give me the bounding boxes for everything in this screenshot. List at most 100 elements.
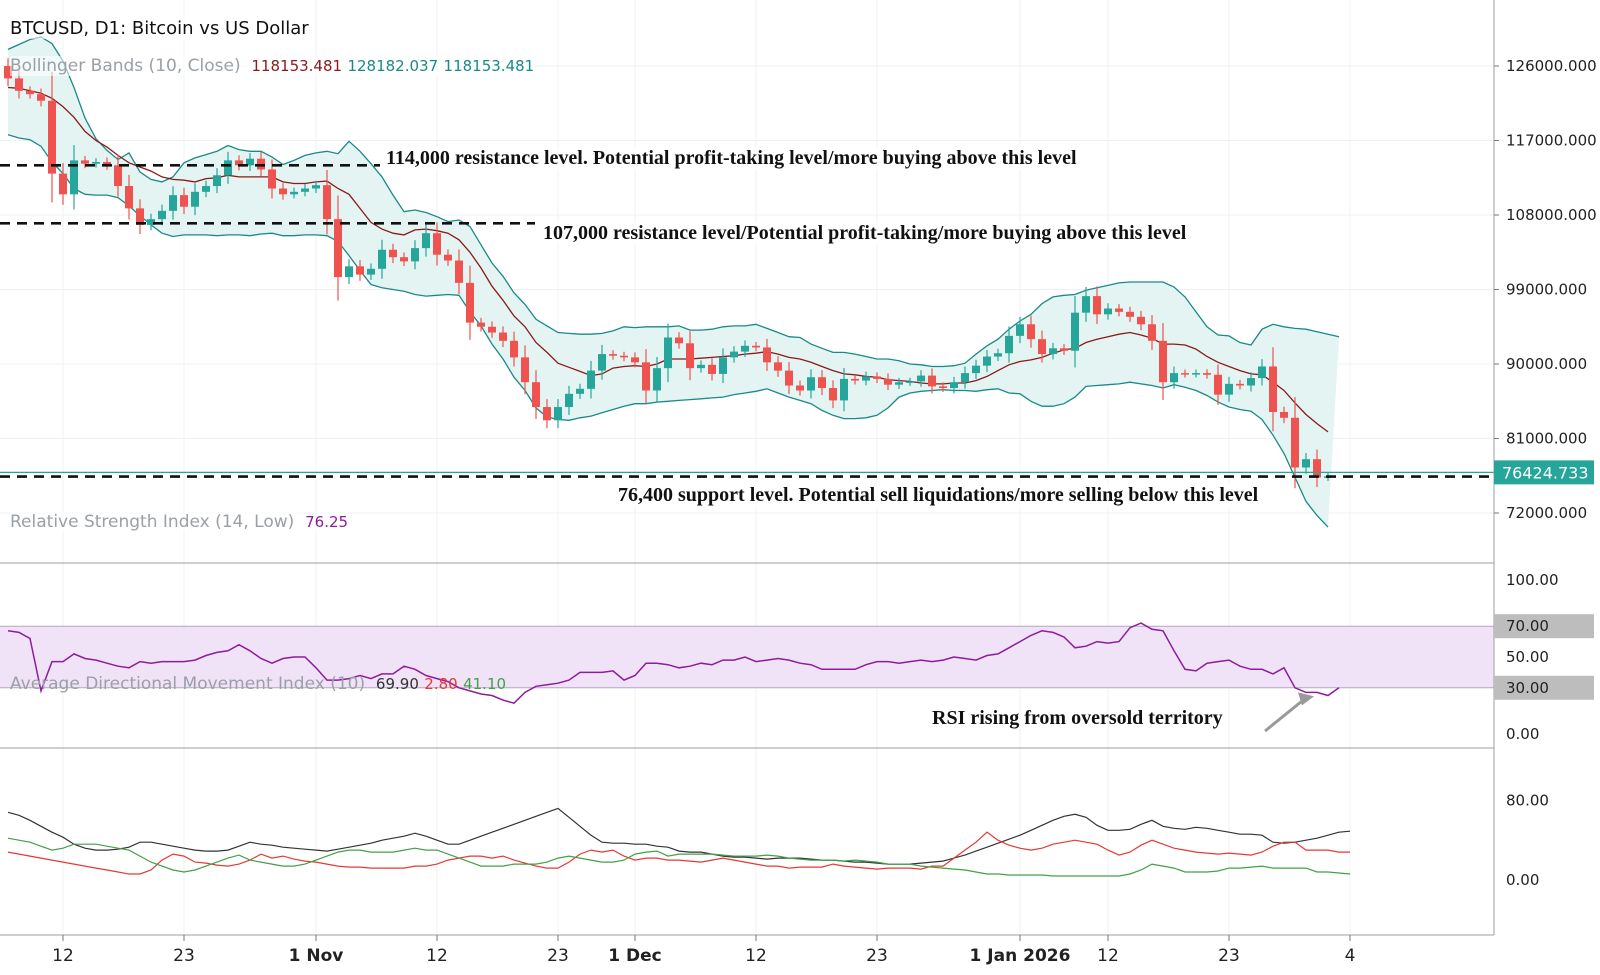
x-axis-label: 23 (547, 946, 569, 966)
candle-body (1027, 324, 1035, 340)
candle-body (334, 219, 342, 278)
adx-axis-label: 80.00 (1506, 791, 1549, 809)
bollinger-middle-value: 128182.037 (347, 57, 439, 75)
bollinger-legend: Bollinger Bands (10, Close) 118153.481 1… (10, 56, 535, 76)
candle-body (961, 373, 969, 383)
plus-di-line (7, 837, 1351, 877)
rsi-arrow-head (1298, 692, 1314, 706)
bollinger-lower-value: 118153.481 (443, 57, 535, 75)
adx-axis-label: 0.00 (1506, 871, 1539, 889)
candle-body (598, 354, 606, 371)
bollinger-bands (7, 36, 1340, 528)
candle-body (741, 345, 749, 352)
candle-body (1313, 459, 1321, 478)
candle-body (983, 356, 991, 366)
candle-body (1203, 373, 1211, 375)
candle-body (796, 385, 804, 391)
adx-legend-minus-di-value: 2.80 (424, 675, 458, 693)
candle-body (378, 249, 386, 269)
annotation-76k-support: 76,400 support level. Potential sell liq… (618, 484, 1259, 507)
bollinger-band-fill (8, 37, 1339, 528)
x-axis-label: 4 (1345, 946, 1356, 966)
candle-body (202, 186, 210, 192)
candle-body (400, 257, 408, 262)
horizontal-levels[interactable] (0, 164, 1494, 478)
candle-body (697, 364, 705, 369)
candle-body (730, 351, 738, 358)
candle-body (1115, 308, 1123, 312)
rsi-legend-value: 76.25 (305, 513, 349, 531)
candle-body (873, 376, 881, 379)
x-axis-label: 1 Nov (289, 946, 344, 966)
rsi-panel (0, 622, 1494, 733)
candle-body (631, 357, 639, 363)
candle-body (862, 376, 870, 381)
candle-body (235, 160, 243, 166)
candle-body (939, 386, 947, 389)
candle-body (1291, 417, 1299, 468)
candle-body (895, 382, 903, 385)
x-axis-label: 1 Jan 2026 (970, 946, 1071, 966)
bollinger-upper-band (7, 36, 1340, 368)
candle-body (521, 357, 529, 383)
adx-legend: Average Directional Movement Index (10) … (10, 674, 506, 694)
candle-body (312, 185, 320, 189)
candle-body (642, 362, 650, 391)
adx-legend-adx-value: 69.90 (375, 675, 419, 693)
x-axis-label: 23 (866, 946, 888, 966)
candle-body (477, 322, 485, 327)
rsi-legend: Relative Strength Index (14, Low) 76.25 (10, 512, 349, 532)
candle-body (290, 191, 298, 195)
candle-body (499, 332, 507, 341)
candle-body (411, 248, 419, 262)
candle-body (587, 370, 595, 389)
rsi-axis-label: 0.00 (1506, 725, 1539, 743)
candle-body (851, 378, 859, 381)
candle-body (576, 388, 584, 394)
candle-body (675, 337, 683, 344)
rsi-axis-label: 30.00 (1506, 679, 1549, 697)
candle-body (1181, 373, 1189, 375)
adx-legend-label: Average Directional Movement Index (10) (10, 674, 366, 694)
adx-line (7, 807, 1351, 865)
adx-legend-plus-di-value: 41.10 (463, 675, 507, 693)
rsi-range-fill (0, 626, 1494, 688)
candle-body (994, 353, 1002, 357)
candle-body (763, 347, 771, 363)
x-axis-label: 12 (426, 946, 448, 966)
candle-body (268, 169, 276, 189)
candle-body (136, 208, 144, 225)
candle-body (609, 354, 617, 356)
candle-body (884, 378, 892, 385)
candle-body (686, 343, 694, 369)
candle-body (1148, 324, 1156, 341)
candle-body (1060, 348, 1068, 351)
candle-body (774, 362, 782, 371)
current-price-badge-label: 76424.733 (1502, 463, 1589, 482)
candle-body (1093, 296, 1101, 315)
candle-body (1071, 312, 1079, 351)
candle-body (950, 382, 958, 389)
candle-body (972, 365, 980, 374)
candle-body (389, 249, 397, 258)
candle-body (708, 364, 716, 374)
candle-body (444, 254, 452, 261)
candle-body (1192, 373, 1200, 375)
price-axis-label: 108000.000 (1506, 206, 1597, 224)
x-axis-label: 23 (1218, 946, 1240, 966)
candle-body (620, 355, 628, 358)
candle-body (818, 377, 826, 389)
candlesticks (4, 58, 1332, 489)
price-axis-label: 72000.000 (1506, 504, 1587, 522)
x-axis-label: 23 (173, 946, 195, 966)
price-axis-label: 126000.000 (1506, 57, 1597, 75)
candle-body (532, 382, 540, 408)
candle-body (1225, 383, 1233, 395)
candle-body (752, 345, 760, 348)
candle-body (543, 407, 551, 421)
candle-body (246, 158, 254, 166)
candle-body (1049, 348, 1057, 355)
bollinger-legend-label: Bollinger Bands (10, Close) (10, 56, 241, 76)
